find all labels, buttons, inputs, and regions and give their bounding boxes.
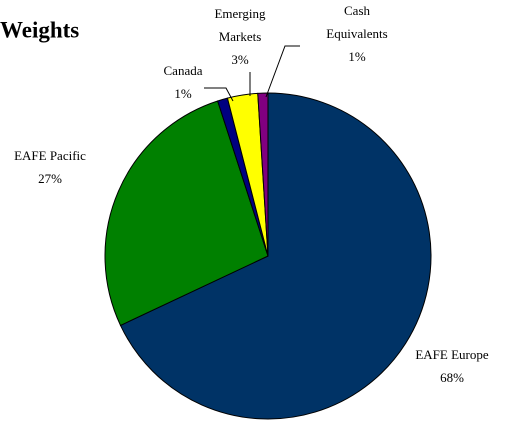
pie-slice (119, 92, 432, 420)
slice-label: Emerging Markets (214, 6, 266, 44)
value-label: 1% (174, 86, 192, 101)
value-label: 3% (231, 52, 249, 67)
slice-label: EAFE Pacific (14, 148, 86, 163)
chart-title: Weights (0, 17, 79, 42)
value-label: 1% (348, 49, 366, 64)
slice-label: Canada (164, 63, 203, 78)
slice-label: EAFE Europe (415, 347, 489, 362)
leader-line (204, 87, 234, 102)
pie-slice (104, 100, 269, 327)
value-label: 68% (440, 370, 464, 385)
slice-label: Cash Equivalents (326, 3, 387, 41)
leader-line (265, 45, 300, 98)
value-label: 27% (38, 171, 62, 186)
